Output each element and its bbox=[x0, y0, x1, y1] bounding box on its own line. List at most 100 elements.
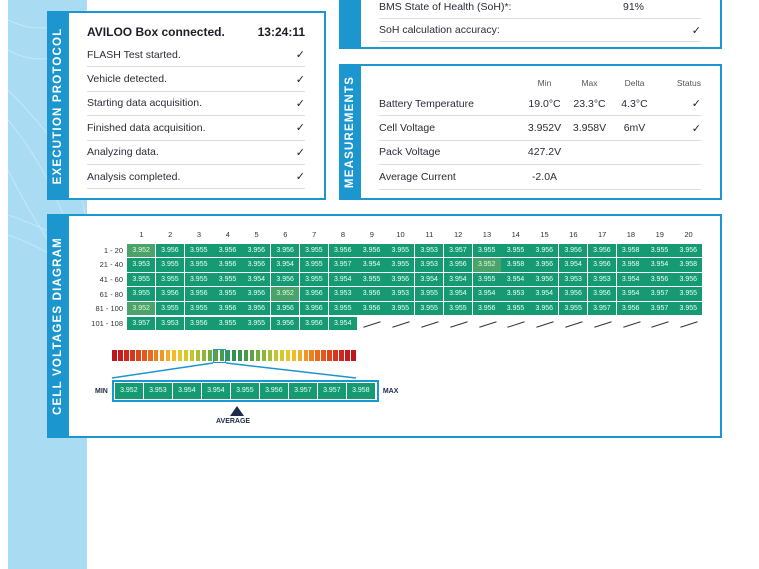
cell-voltage: 3.956 bbox=[645, 272, 674, 287]
cell-voltage: 3.955 bbox=[328, 301, 357, 316]
average-arrow-icon bbox=[230, 406, 244, 416]
cell-voltage: 3.955 bbox=[184, 243, 213, 257]
cell-voltage: 3.957 bbox=[587, 301, 617, 316]
cell-voltage: 3.954 bbox=[530, 287, 559, 301]
soh-panel: BMS State of Health (SoH)*: 91% SoH calc… bbox=[339, 0, 722, 49]
soh-row: BMS State of Health (SoH)*: 91% bbox=[379, 0, 701, 19]
cell-voltage: 3.957 bbox=[645, 287, 674, 301]
cell-voltage: 3.956 bbox=[184, 287, 213, 301]
soh-label: BMS State of Health (SoH)*: bbox=[379, 1, 512, 13]
cell-voltage: 3.954 bbox=[270, 258, 300, 272]
cell-voltage: 3.956 bbox=[242, 301, 271, 316]
scale-segment bbox=[315, 350, 321, 361]
scale-segment bbox=[225, 350, 231, 361]
cell-voltage: 3.955 bbox=[501, 301, 530, 316]
scale-segment bbox=[297, 350, 303, 361]
cell-voltage: 3.956 bbox=[242, 243, 271, 257]
grid-row: 1 - 20 3.952 3.956 3.955 3.956 3.956 3.956 3.95… bbox=[89, 243, 703, 258]
cell-voltage: 3.956 bbox=[213, 243, 242, 257]
cell-voltage: 3.955 bbox=[127, 287, 156, 301]
cell-voltage: 3.956 bbox=[530, 301, 559, 316]
scale-segment bbox=[255, 350, 261, 361]
cell-voltage: 3.955 bbox=[184, 301, 213, 316]
scale-segment bbox=[237, 350, 243, 361]
cell-voltage: 3.956 bbox=[299, 301, 329, 316]
soh-accuracy-label: SoH calculation accuracy: bbox=[379, 24, 500, 36]
cell-voltage: 3.955 bbox=[155, 301, 185, 316]
scale-segment bbox=[183, 350, 189, 361]
cell-voltage: 3.952 bbox=[270, 287, 300, 301]
average-label: AVERAGE bbox=[216, 418, 251, 425]
min-value: 19.0°C bbox=[528, 97, 561, 110]
cell-voltage: 3.955 bbox=[299, 258, 329, 272]
measurements-table: Min Max Delta Status Battery Temperature… bbox=[379, 74, 701, 190]
cell-voltage: 3.956 bbox=[587, 258, 617, 272]
cell-voltage: 3.954 bbox=[472, 287, 501, 301]
grid-column-number: 11 bbox=[425, 230, 434, 239]
delta-value: 4.3°C bbox=[621, 97, 648, 110]
table-header: Min Max Delta Status bbox=[379, 74, 701, 92]
legend-value: 3.953 bbox=[143, 383, 172, 399]
exec-step: Analyzing data. ✓ bbox=[87, 141, 305, 165]
soh-panel-tab bbox=[339, 0, 361, 49]
grid-column-number: 12 bbox=[453, 230, 463, 239]
cell-voltage: 3.955 bbox=[357, 272, 386, 287]
cell-voltage: 3.956 bbox=[357, 301, 386, 316]
cell-voltage: 3.956 bbox=[558, 243, 588, 257]
cell-voltage: 3.955 bbox=[213, 272, 242, 287]
cell-voltage: 3.956 bbox=[386, 272, 415, 287]
cell-voltage: 3.956 bbox=[443, 258, 473, 272]
cell-voltage: 3.953 bbox=[414, 258, 444, 272]
table-row: Battery Temperature 19.0°C 23.3°C 4.3°C … bbox=[379, 92, 701, 117]
grid-column-number: 8 bbox=[340, 230, 346, 239]
grid-column-number: 20 bbox=[684, 230, 693, 239]
cell-voltage: 3.952 bbox=[127, 301, 156, 316]
legend-value: 3.957 bbox=[317, 383, 346, 399]
cell-voltage: 3.953 bbox=[386, 287, 415, 301]
scale-segment bbox=[117, 350, 123, 361]
voltage-legend: MIN 3.952 3.953 3.954 3.954 3.955 3.956 3.957 3… bbox=[95, 380, 398, 402]
exec-step: Finished data acquisition. ✓ bbox=[87, 116, 305, 141]
cell-voltage: 3.956 bbox=[242, 287, 271, 301]
scale-segment bbox=[333, 350, 339, 361]
grid-row: 41 - 60 3.955 3.955 3.955 3.955 3.954 3.956 3.9… bbox=[89, 272, 703, 287]
cell-voltage: 3.953 bbox=[155, 316, 185, 330]
col-header-delta: Delta bbox=[624, 78, 645, 88]
cell-voltage: 3.954 bbox=[328, 272, 357, 287]
cell-voltage: 3.953 bbox=[328, 287, 357, 301]
cell-voltage: 3.955 bbox=[386, 258, 415, 272]
cell-voltage: 3.955 bbox=[299, 243, 329, 257]
section-title: EXECUTION PROTOCOL bbox=[52, 27, 64, 184]
grid-column-number: 13 bbox=[482, 230, 492, 239]
cell-voltage: 3.955 bbox=[213, 287, 242, 301]
zoom-connector-lines bbox=[111, 362, 357, 379]
scale-segment bbox=[345, 350, 350, 361]
cell-voltage: 3.956 bbox=[674, 243, 703, 257]
step-label: Analyzing data. bbox=[87, 146, 159, 159]
section-title: MEASUREMENTS bbox=[344, 75, 356, 189]
legend-value: 3.956 bbox=[259, 383, 288, 399]
min-value: 3.952V bbox=[527, 122, 562, 135]
legend-value: 3.958 bbox=[346, 383, 375, 399]
grid-column-number: 7 bbox=[312, 230, 317, 239]
cell-voltage: 3.956 bbox=[472, 301, 501, 316]
scale-segment bbox=[261, 350, 267, 361]
cell-voltage: 3.955 bbox=[443, 301, 473, 316]
scale-segment bbox=[309, 350, 315, 361]
cell-voltage: 3.956 bbox=[587, 287, 617, 301]
cell-voltage: 3.955 bbox=[213, 316, 242, 330]
legend-value: 3.957 bbox=[288, 383, 317, 399]
cell-voltage: 3.955 bbox=[386, 243, 415, 257]
grid-column-number: 15 bbox=[540, 230, 549, 239]
check-icon: ✓ bbox=[691, 98, 701, 111]
legend-max-label: MAX bbox=[382, 387, 399, 395]
grid-row-label: 81 - 100 bbox=[95, 304, 123, 314]
cell-voltage: 3.956 bbox=[530, 258, 559, 272]
step-label: Starting data acquisition. bbox=[87, 97, 202, 110]
scale-segment bbox=[267, 350, 273, 361]
grid-column-number: 1 bbox=[139, 230, 144, 239]
step-label: Vehicle detected. bbox=[87, 73, 167, 86]
cell-voltage: 3.956 bbox=[328, 243, 357, 257]
measurements-panel: MEASUREMENTS Min Max Delta Status Batter… bbox=[339, 64, 722, 200]
